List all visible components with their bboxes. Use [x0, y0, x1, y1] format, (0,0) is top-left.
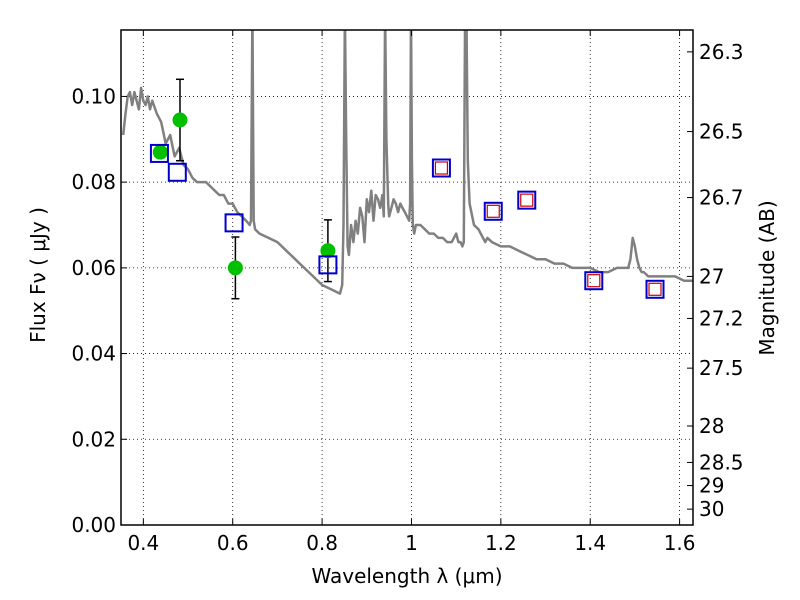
- observed-point: [320, 243, 336, 259]
- y2-tick-label: 27.2: [699, 306, 744, 330]
- x-tick-label: 0.6: [217, 531, 249, 555]
- data-series: [121, 30, 693, 300]
- y2-tick-label: 30: [699, 497, 724, 521]
- y2-tick-label: 27.5: [699, 356, 744, 380]
- y2-tick-label: 29: [699, 474, 724, 498]
- y2-tick-label: 26.5: [699, 120, 744, 144]
- plot-frame: [120, 29, 694, 526]
- x-tick-label: 1: [405, 531, 418, 555]
- limit-band-point: [434, 161, 449, 175]
- y2-tick-label: 28: [699, 414, 724, 438]
- y-tick-label: 0.10: [71, 84, 116, 108]
- x-tick-label: 1.6: [664, 531, 696, 555]
- observed-point: [227, 260, 243, 276]
- model-band-point: [483, 201, 503, 221]
- y2-tick-label: 28.5: [699, 450, 744, 474]
- model-band-point: [149, 143, 169, 163]
- axis-ticks: 0.4 0.6 0.8 1 1.2 1.4 1.6 0.00 0.02 0.04 0.06 0.08 0…: [71, 30, 744, 555]
- model-band-point: [584, 271, 604, 291]
- y-tick-label: 0.08: [71, 170, 116, 194]
- y2-axis-label: Magnitude (AB): [755, 200, 779, 355]
- model-band-point: [431, 158, 451, 178]
- x-tick-label: 0.8: [306, 531, 338, 555]
- y-tick-label: 0.02: [71, 427, 116, 451]
- x-axis-label: Wavelength λ (μm): [311, 564, 502, 588]
- model-spectrum-line: [121, 30, 693, 295]
- y-tick-label: 0.04: [71, 342, 116, 366]
- x-tick-label: 1.2: [485, 531, 517, 555]
- y2-tick-label: 26.3: [699, 40, 744, 64]
- y-axis-label: Flux Fν ( μJy ): [26, 207, 50, 343]
- observed-point: [152, 144, 168, 160]
- x-tick-label: 0.4: [127, 531, 159, 555]
- model-band-point: [517, 190, 537, 210]
- observed-point: [172, 112, 188, 128]
- model-band-point: [318, 255, 338, 275]
- model-band-point: [167, 162, 187, 182]
- y2-tick-label: 26.7: [699, 186, 744, 210]
- model-band-point: [224, 213, 244, 233]
- grid-lines: [121, 30, 693, 526]
- y2-tick-label: 27: [699, 264, 724, 288]
- limit-band-point: [520, 193, 534, 207]
- limit-band-point: [587, 274, 601, 288]
- y-tick-label: 0.00: [71, 513, 116, 537]
- limit-band-point: [648, 282, 662, 296]
- model-band-point: [645, 279, 665, 299]
- x-tick-label: 1.4: [574, 531, 606, 555]
- y-tick-label: 0.06: [71, 256, 116, 280]
- limit-band-point: [486, 204, 500, 218]
